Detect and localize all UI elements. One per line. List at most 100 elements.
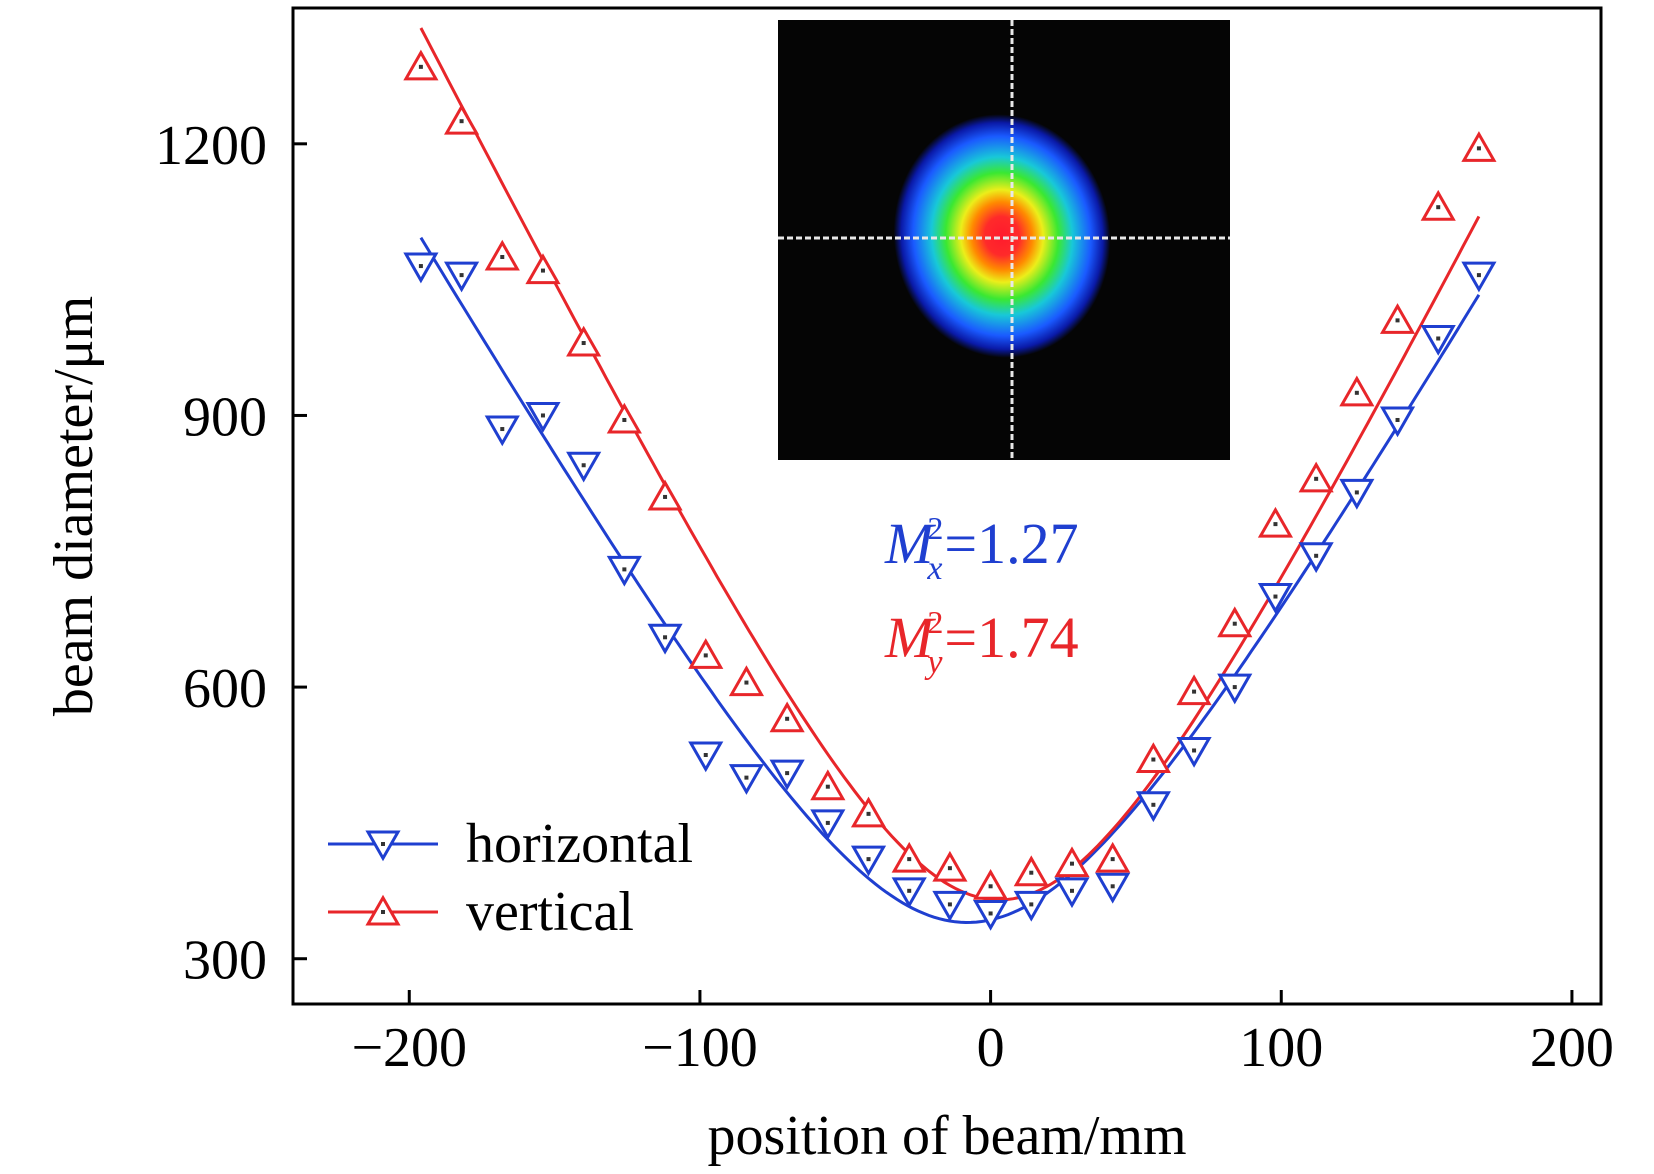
marker-vertical-dot (988, 884, 993, 889)
marker-horizontal (728, 764, 765, 795)
marker-vertical-dot (825, 784, 830, 789)
x-tick-label: 100 (1239, 1017, 1323, 1079)
marker-horizontal-dot (1314, 553, 1319, 558)
marker-horizontal-dot (1110, 884, 1115, 889)
marker-horizontal-dot (1232, 685, 1237, 690)
marker-vertical-dot (1192, 689, 1197, 694)
marker-vertical-dot (744, 680, 749, 685)
marker-vertical (932, 850, 968, 882)
marker-horizontal (1257, 583, 1294, 614)
marker-horizontal (566, 451, 602, 483)
marker-horizontal (606, 555, 642, 587)
marker-horizontal (484, 415, 520, 447)
marker-horizontal-dot (785, 771, 790, 776)
marker-vertical (769, 701, 805, 733)
marker-horizontal (1339, 478, 1375, 510)
y-axis-title: beam diameter/μm (43, 296, 105, 716)
marker-vertical (973, 869, 1009, 900)
marker-vertical (1420, 189, 1456, 221)
marker-horizontal-dot (744, 775, 749, 780)
marker-vertical-dot (1354, 390, 1359, 395)
marker-vertical-dot (622, 417, 627, 422)
legend: horizontal vertical (328, 813, 693, 943)
marker-vertical-dot (663, 494, 668, 499)
marker-horizontal-dot (1029, 902, 1034, 907)
marker-vertical-dot (703, 653, 708, 658)
x-tick-label: −200 (351, 1017, 467, 1079)
marker-vertical (484, 239, 520, 271)
marker-horizontal (1379, 406, 1416, 438)
y-tick-label: 600 (183, 658, 267, 720)
marker-vertical (688, 638, 724, 669)
legend-marker-horizontal (365, 830, 401, 862)
marker-vertical (1176, 674, 1212, 706)
y-tick-label: 300 (183, 930, 267, 992)
marker-horizontal-dot (1069, 888, 1074, 893)
y-tick-label: 900 (183, 386, 267, 448)
marker-vertical (444, 103, 480, 135)
marker-horizontal (1054, 877, 1090, 909)
marker-horizontal-dot (1395, 417, 1400, 422)
marker-horizontal-dot (1354, 490, 1359, 495)
marker-vertical (606, 402, 642, 434)
marker-vertical (1095, 841, 1131, 873)
marker-horizontal (1135, 791, 1171, 823)
marker-horizontal-dot (459, 273, 464, 278)
marker-horizontal (769, 759, 805, 791)
my-annotation: M2 y=1.74 (884, 604, 1079, 681)
marker-vertical-dot (1273, 522, 1278, 527)
marker-vertical-dot (418, 64, 423, 69)
legend-label-vertical: vertical (466, 881, 634, 943)
fit-curve-vertical (419, 27, 1481, 902)
beam-spot (893, 114, 1111, 358)
marker-vertical-dot (1151, 757, 1156, 762)
marker-horizontal (444, 261, 480, 293)
marker-vertical-dot (1069, 861, 1074, 866)
marker-vertical-dot (1314, 476, 1319, 481)
marker-vertical-dot (1110, 857, 1115, 862)
beam-profile-inset (778, 20, 1230, 460)
marker-vertical-dot (1029, 870, 1034, 875)
marker-vertical-dot (500, 255, 505, 259)
marker-horizontal-dot (1192, 748, 1197, 753)
marker-horizontal (1461, 261, 1497, 293)
marker-vertical (403, 49, 439, 81)
marker-horizontal-dot (540, 413, 545, 418)
my-sub: y (924, 644, 943, 681)
marker-vertical-dot (907, 857, 912, 862)
marker-vertical (1339, 375, 1375, 407)
marker-horizontal (973, 899, 1009, 931)
marker-vertical (728, 665, 765, 697)
marker-vertical (647, 479, 683, 511)
y-axis-ticks: 300 600 900 1200 (155, 115, 307, 992)
marker-horizontal (1298, 542, 1334, 574)
mx-annotation: M2 x=1.27 (884, 510, 1079, 587)
marker-vertical (850, 796, 887, 828)
marker-vertical (1054, 846, 1090, 878)
legend-marker-vertical (365, 894, 401, 926)
plot-frame (291, 6, 1603, 1006)
marker-horizontal (403, 252, 439, 284)
marker-vertical (1461, 131, 1497, 162)
x-tick-label: −100 (642, 1017, 758, 1079)
marker-horizontal-dot (703, 753, 708, 757)
marker-vertical (1135, 742, 1171, 774)
marker-vertical (810, 769, 846, 801)
mx-sub: x (926, 550, 942, 587)
marker-horizontal (1013, 890, 1049, 922)
marker-vertical-dot (581, 341, 586, 346)
mx-value: =1.27 (944, 511, 1078, 576)
marker-vertical-dot (785, 716, 790, 721)
marker-horizontal (1176, 736, 1212, 768)
x-tick-label: 200 (1530, 1017, 1614, 1079)
marker-vertical-dot (540, 268, 545, 273)
marker-horizontal-dot (1273, 594, 1278, 599)
y-tick-label: 1200 (155, 115, 267, 177)
legend-marker-horizontal-dot (381, 842, 385, 846)
my-sup: 2 (927, 604, 943, 640)
marker-horizontal (688, 741, 724, 773)
marker-vertical-dot (947, 866, 952, 871)
marker-horizontal (525, 401, 561, 433)
marker-horizontal (1217, 673, 1253, 705)
marker-vertical (1013, 855, 1049, 887)
